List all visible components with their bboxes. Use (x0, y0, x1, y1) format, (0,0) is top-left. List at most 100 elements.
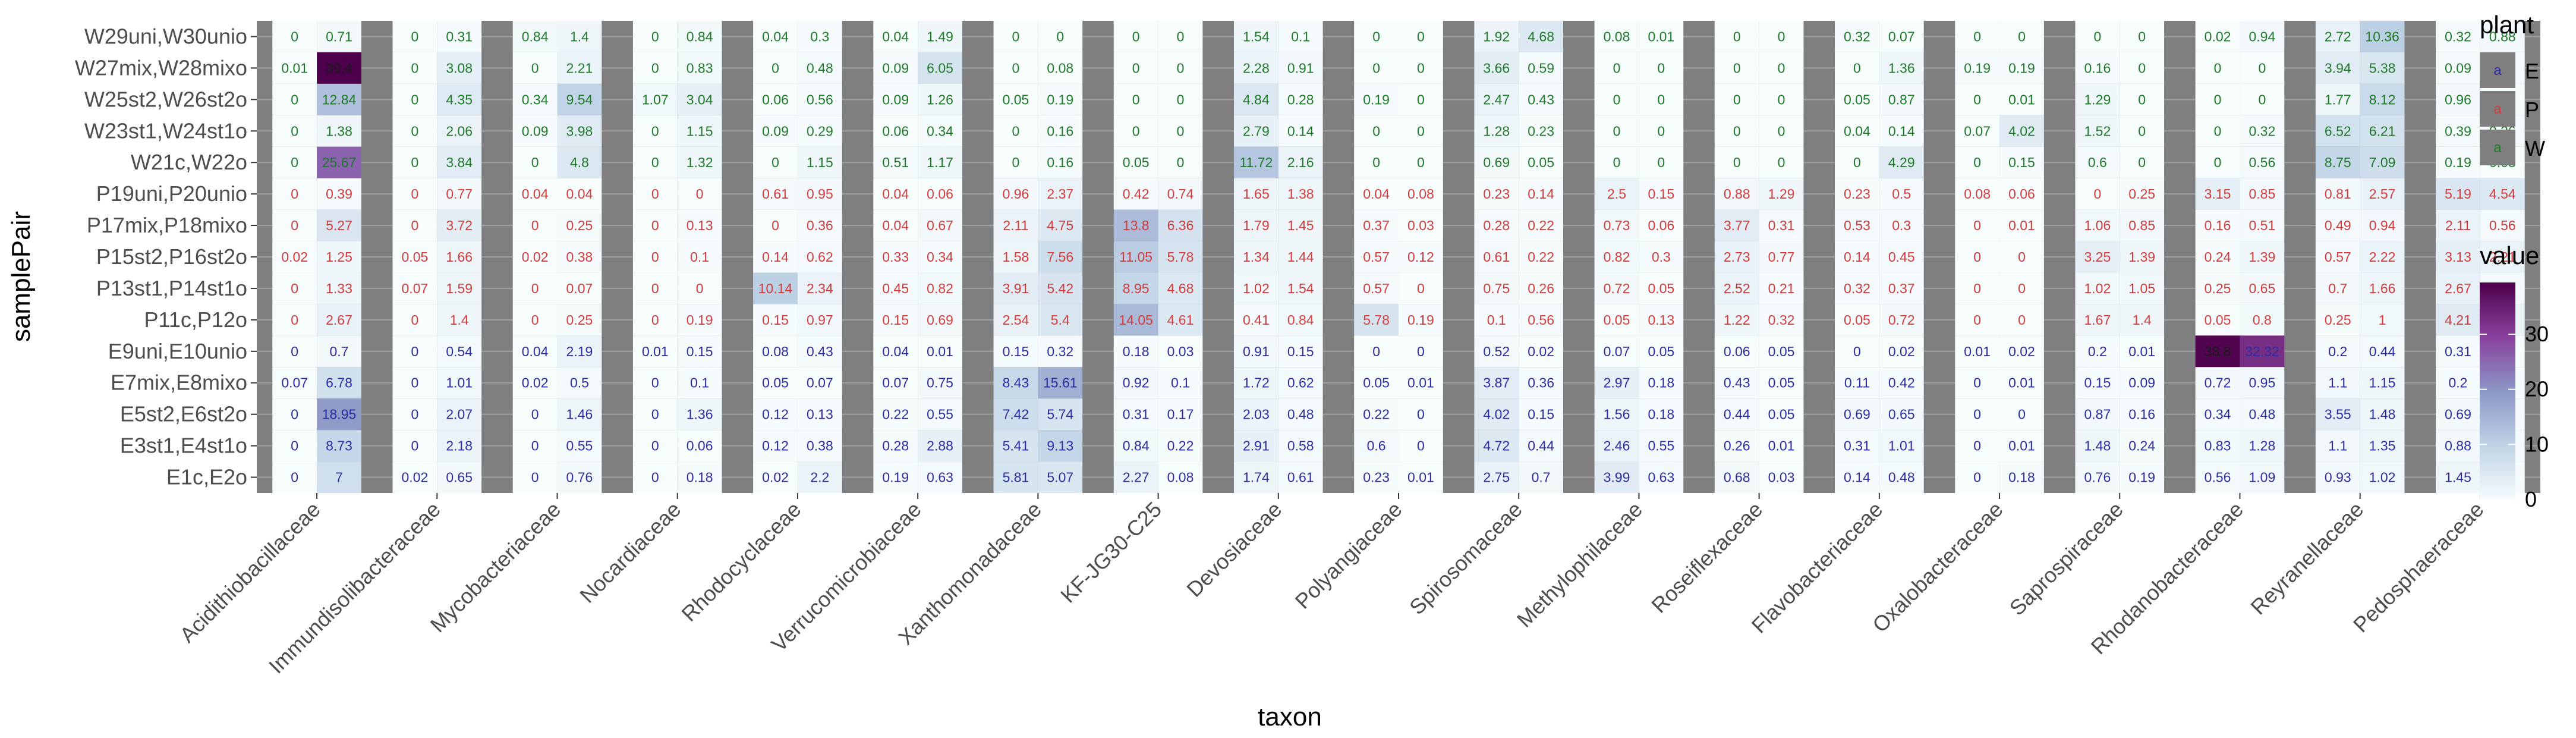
heatmap-cell (993, 367, 1038, 399)
cell-value-label: 0.09 (522, 123, 549, 139)
heatmap-cell (2315, 398, 2360, 431)
cell-value-label: 0.43 (1528, 92, 1554, 107)
heatmap-cell (1354, 21, 1399, 52)
cell-value-label: 0.31 (1844, 438, 1870, 454)
cell-value-label: 8.43 (1003, 375, 1029, 391)
heatmap-cell (677, 461, 722, 493)
cell-value-label: 0 (411, 186, 419, 202)
heatmap-cell (993, 115, 1038, 147)
heatmap-cell (1474, 304, 1519, 336)
cell-value-label: 0.09 (882, 92, 909, 107)
cell-value-label: 3.87 (1483, 375, 1510, 391)
cell-value-label: 0 (651, 155, 659, 170)
cell-value-label: 0 (291, 155, 298, 170)
heatmap-cell (1038, 272, 1083, 304)
heatmap-cell (1519, 115, 1564, 147)
cell-value-label: 0 (1778, 123, 1785, 139)
cell-value-label: 3.98 (566, 123, 593, 139)
cell-value-label: 0.75 (1483, 281, 1510, 296)
cell-value-label: 0.63 (1648, 470, 1674, 485)
heatmap-cell (1879, 21, 1924, 52)
cell-value-label: 1.1 (2328, 438, 2347, 454)
heatmap-cell (1038, 304, 1083, 336)
cell-value-label: 2.06 (446, 123, 473, 139)
heatmap-cell (2075, 272, 2120, 304)
cell-value-label: 2.91 (1243, 438, 1270, 454)
heatmap-cell (993, 178, 1038, 210)
heatmap-cell (1759, 335, 1804, 368)
cell-value-label: 0 (1657, 155, 1665, 170)
cell-value-label: 0.02 (402, 470, 429, 485)
cell-value-label: 0.23 (1844, 186, 1870, 202)
cell-value-label: 0.42 (1888, 375, 1915, 391)
cell-value-label: 0 (1657, 60, 1665, 76)
heatmap-cell (1113, 430, 1158, 462)
cell-value-label: 0 (2093, 29, 2101, 44)
cell-value-label: 0.48 (1287, 407, 1314, 422)
heatmap-cell (2120, 115, 2165, 147)
cell-value-label: 0.43 (807, 344, 833, 359)
heatmap-cell (512, 209, 558, 241)
heatmap-cell (1399, 115, 1443, 147)
cell-value-label: 1.01 (446, 375, 473, 391)
cell-value-label: 0.02 (2008, 344, 2035, 359)
cell-value-label: 0.13 (1648, 312, 1674, 328)
heatmap-cell (753, 115, 798, 147)
heatmap-cell (2120, 430, 2165, 462)
heatmap-cell (1594, 430, 1639, 462)
cell-value-label: 0.7 (330, 344, 349, 359)
cell-value-label: 2.67 (326, 312, 352, 328)
heatmap-cell (993, 146, 1038, 178)
heatmap-cell (2195, 398, 2240, 431)
cell-value-label: 0.48 (1888, 470, 1915, 485)
heatmap-cell (2075, 367, 2120, 399)
legend-plant-key (2480, 91, 2515, 127)
cell-value-label: 0.25 (2325, 312, 2351, 328)
cell-value-label: 2.46 (1604, 438, 1630, 454)
y-tick-label: P13st1,P14st1o (96, 276, 247, 300)
heatmap-cell (2315, 209, 2360, 241)
heatmap-cell (317, 304, 361, 336)
cell-value-label: 0.04 (762, 29, 789, 44)
cell-value-label: 0.31 (1123, 407, 1150, 422)
heatmap-cell (632, 209, 678, 241)
legend-plant-label: P (2525, 98, 2539, 122)
heatmap-cell (797, 335, 842, 368)
heatmap-cell (1038, 367, 1083, 399)
cell-value-label: 1.05 (2128, 281, 2155, 296)
heatmap-cell (1474, 430, 1519, 462)
heatmap-cell (1354, 461, 1399, 493)
cell-value-label: 5.07 (1047, 470, 1073, 485)
heatmap-cell (1955, 209, 2000, 241)
heatmap-cell (993, 52, 1038, 84)
cell-value-label: 2.97 (1604, 375, 1630, 391)
heatmap-cell (1519, 241, 1564, 273)
cell-value-label: 18.95 (322, 407, 357, 422)
cell-value-label: 2.75 (1483, 470, 1510, 485)
cell-value-label: 0.07 (882, 375, 909, 391)
cell-value-label: 0.84 (522, 29, 549, 44)
cell-value-label: 1.45 (1287, 218, 1314, 233)
heatmap-cell (632, 335, 678, 368)
heatmap-cell (2360, 115, 2405, 147)
heatmap-cell (1594, 272, 1639, 304)
heatmap-cell (632, 52, 678, 84)
cell-value-label: 0.53 (1844, 218, 1870, 233)
cell-value-label: 0.48 (807, 60, 833, 76)
cell-value-label: 0 (1417, 281, 1425, 296)
heatmap-cell (918, 52, 962, 84)
cell-value-label: 0 (1372, 344, 1380, 359)
heatmap-cell (1233, 272, 1278, 304)
x-tick-label: Methylophilaceae (1512, 497, 1647, 632)
cell-value-label: 0.2 (2328, 344, 2347, 359)
x-tick-label: Saprospiraceae (2005, 497, 2128, 620)
cell-value-label: 0.3 (810, 29, 829, 44)
heatmap-cell (1879, 115, 1924, 147)
cell-value-label: 15.61 (1043, 375, 1078, 391)
heatmap-cell (1594, 83, 1639, 115)
heatmap-cell (2195, 178, 2240, 210)
heatmap-cell (1354, 367, 1399, 399)
cell-value-label: 4.02 (2008, 123, 2035, 139)
cell-value-label: 1.58 (1003, 249, 1029, 265)
cell-value-label: 0.31 (1768, 218, 1795, 233)
